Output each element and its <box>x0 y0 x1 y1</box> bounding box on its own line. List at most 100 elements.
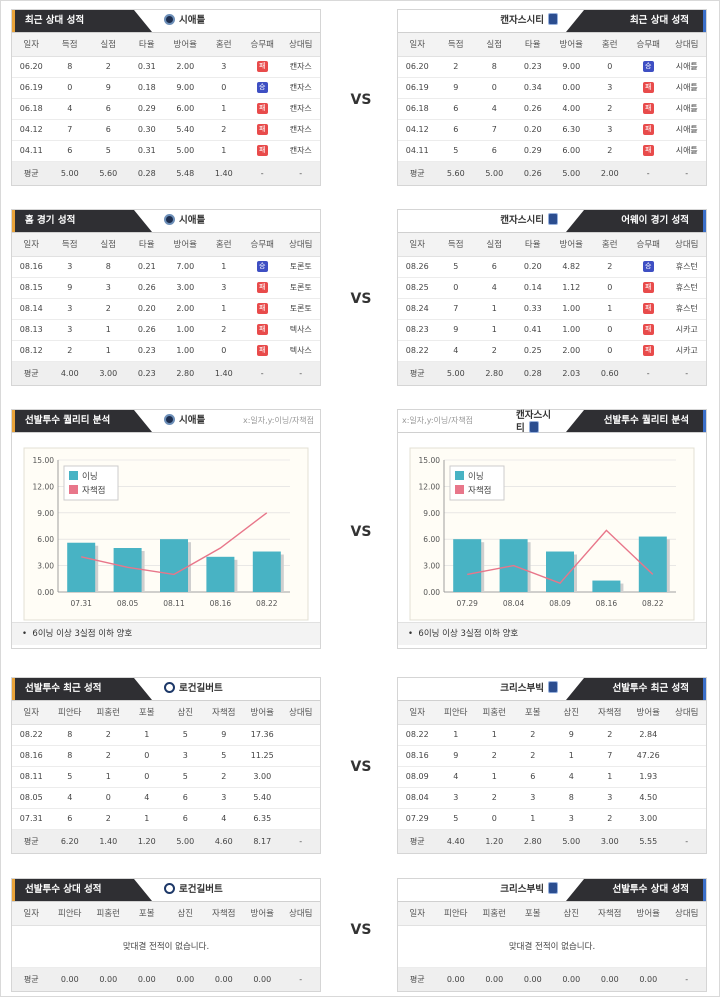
royals-logo-icon <box>528 421 539 433</box>
average-cell: 0.00 <box>590 967 629 991</box>
table-cell: 1.12 <box>552 277 591 299</box>
table-row: 08.15 9 3 0.26 3.00 3 패 토론토 <box>12 277 320 299</box>
column-header: 자책점 <box>590 902 629 926</box>
table-cell: 4.82 <box>552 256 591 278</box>
y-tick-label: 3.00 <box>423 562 440 571</box>
column-header: 일자 <box>398 701 437 725</box>
results-table: 일자 득점 실점 타율 방어율 홈런 승무패 상대팀 06.20 2 8 0.23 9.00 0 승 시애틀 0… <box>398 33 706 185</box>
column-header: 실점 <box>475 233 514 257</box>
table-cell: 4 <box>436 766 475 788</box>
table-cell: 6 <box>50 140 89 162</box>
result-cell: 패 <box>243 319 282 341</box>
table-cell: 2.84 <box>629 724 668 746</box>
column-header: 자책점 <box>590 701 629 725</box>
table-cell: 0.14 <box>513 277 552 299</box>
table-row: 08.09 4 1 6 4 1 1.93 <box>398 766 706 788</box>
table-cell <box>281 724 320 746</box>
average-cell: 0.00 <box>50 967 89 991</box>
table-cell: 2 <box>89 56 128 78</box>
table-cell: 0.18 <box>127 77 166 99</box>
table-cell: 4 <box>50 787 89 809</box>
table-cell: 08.12 <box>12 340 51 362</box>
average-cell: 평균 <box>12 161 51 185</box>
column-header: 피홈런 <box>475 701 514 725</box>
column-header: 상대팀 <box>667 233 706 257</box>
column-header: 일자 <box>12 233 51 257</box>
table-cell: 08.22 <box>12 724 51 746</box>
table-cell <box>667 745 706 767</box>
table-cell: 5.00 <box>166 140 205 162</box>
earned-runs-line <box>467 529 654 585</box>
table-cell: 0 <box>590 56 629 78</box>
table-cell: 1 <box>204 256 243 278</box>
pitcher-h2h-panel-left: 선발투수 상대 성적 로건길버트 일자 피안타 피홈런 포볼 삼진 자책점 방어율 상대팀 맞대… <box>11 878 321 992</box>
table-cell: 7 <box>50 119 89 141</box>
column-header: 포볼 <box>513 701 552 725</box>
table-cell: 2 <box>590 140 629 162</box>
table-cell: 47.26 <box>629 745 668 767</box>
table-cell: 1.00 <box>552 298 591 320</box>
column-header: 실점 <box>89 33 128 57</box>
table-cell: 시카고 <box>667 319 706 341</box>
column-header: 피홈런 <box>475 902 514 926</box>
result-badge: 패 <box>256 103 268 114</box>
table-cell: 9 <box>89 77 128 99</box>
table-cell: 4 <box>475 98 514 120</box>
table-cell: 휴스턴 <box>667 298 706 320</box>
average-cell: 0.00 <box>475 967 514 991</box>
legend-label: 자책점 <box>82 485 105 496</box>
vs-label: VS <box>350 524 372 540</box>
table-cell: 5.40 <box>243 787 282 809</box>
average-cell: 평균 <box>12 967 51 991</box>
legend-swatch <box>455 471 464 480</box>
column-header: 홈런 <box>204 233 243 257</box>
table-cell: 6 <box>513 766 552 788</box>
table-row: 04.12 6 7 0.20 6.30 3 패 시애틀 <box>398 119 706 141</box>
average-cell: 평균 <box>12 361 51 385</box>
result-cell: 패 <box>629 119 668 141</box>
table-cell: 06.19 <box>398 77 437 99</box>
pitcher-h2h-table: 일자 피안타 피홈런 포볼 삼진 자책점 방어율 상대팀 맞대결 전적이 없습니다. 평균 0.00… <box>12 902 320 991</box>
average-cell: 1.40 <box>89 829 128 853</box>
table-cell: 0 <box>127 745 166 767</box>
x-tick-label: 08.04 <box>503 599 525 608</box>
table-cell: 2 <box>590 724 629 746</box>
table-cell: 3.00 <box>243 766 282 788</box>
table-cell: 6.00 <box>552 140 591 162</box>
column-header: 피홈런 <box>89 902 128 926</box>
table-cell: 5 <box>166 766 205 788</box>
table-cell: 7 <box>475 119 514 141</box>
table-cell: 4 <box>436 340 475 362</box>
column-header: 방어율 <box>243 902 282 926</box>
table-cell: 08.23 <box>398 319 437 341</box>
table-row: 08.16 9 2 2 1 7 47.26 <box>398 745 706 767</box>
table-cell: 2 <box>590 98 629 120</box>
result-cell: 패 <box>629 340 668 362</box>
table-cell: 0.00 <box>552 77 591 99</box>
table-cell: 4 <box>475 277 514 299</box>
inning-bar <box>113 548 142 592</box>
table-cell: 08.25 <box>398 277 437 299</box>
result-badge: 패 <box>256 145 268 156</box>
average-cell: 5.60 <box>436 161 475 185</box>
column-header: 방어율 <box>629 701 668 725</box>
table-cell: 4 <box>552 766 591 788</box>
table-row: 08.22 1 1 2 9 2 2.84 <box>398 724 706 746</box>
section-tab: 최근 상대 성적 <box>566 10 706 32</box>
table-cell: 1 <box>89 319 128 341</box>
section-tab: 선발투수 상대 성적 <box>566 879 706 901</box>
average-cell: - <box>629 361 668 385</box>
table-cell: 2.00 <box>166 298 205 320</box>
table-cell: 3 <box>590 119 629 141</box>
royals-logo-icon <box>548 213 558 225</box>
table-cell: 6.00 <box>166 98 205 120</box>
pitcher-name: 로건길버트 <box>164 678 223 700</box>
table-cell: 캔자스 <box>281 140 320 162</box>
average-cell: - <box>281 829 320 853</box>
table-cell: 9 <box>436 77 475 99</box>
results-table: 일자 득점 실점 타율 방어율 홈런 승무패 상대팀 08.26 5 6 0.20 4.82 2 승 휴스턴 0… <box>398 233 706 385</box>
table-cell: 2 <box>475 787 514 809</box>
table-cell: 2.00 <box>552 340 591 362</box>
average-cell: - <box>281 361 320 385</box>
x-tick-label: 08.16 <box>210 599 232 608</box>
